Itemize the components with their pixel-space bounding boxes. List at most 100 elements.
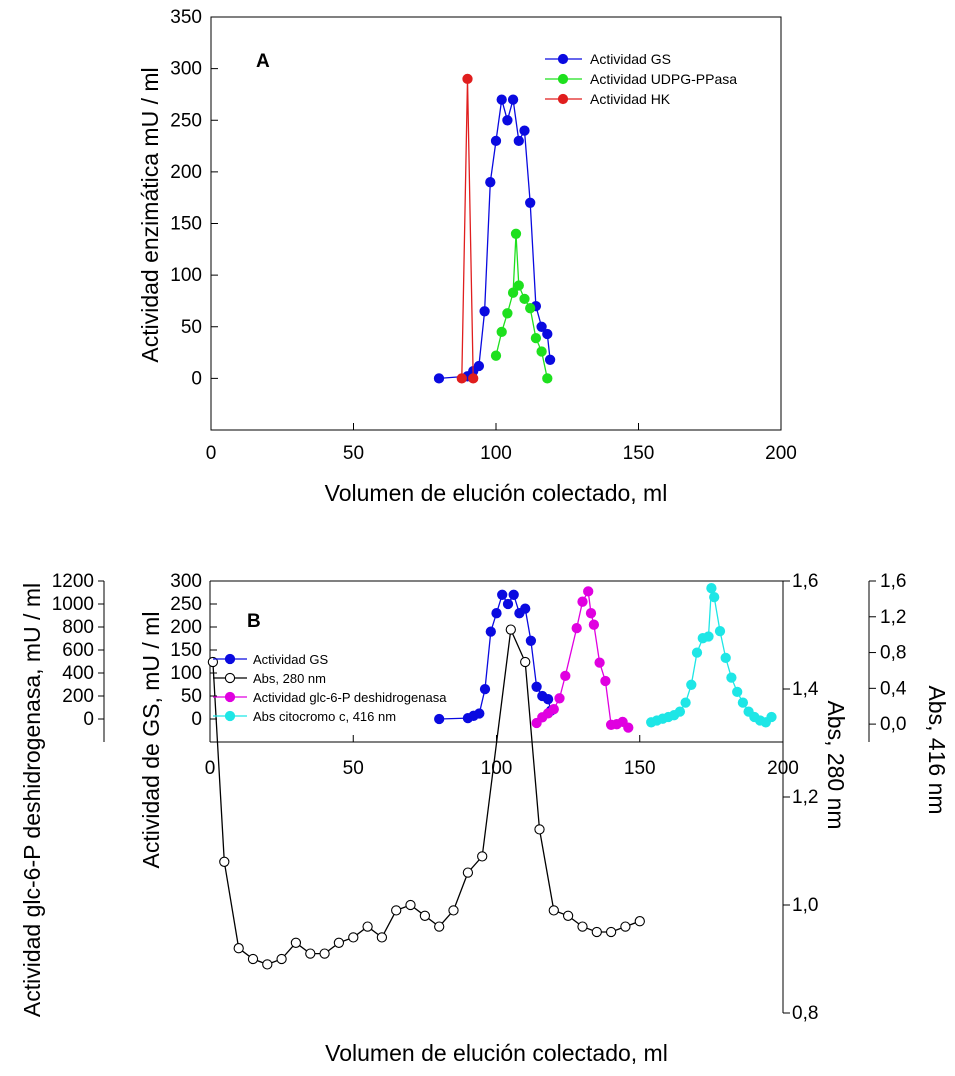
data-point bbox=[594, 657, 605, 668]
data-point bbox=[525, 635, 537, 646]
data-point bbox=[766, 711, 777, 723]
data-point bbox=[507, 287, 519, 298]
data-point bbox=[519, 125, 530, 136]
data-point bbox=[720, 652, 731, 664]
g6p-tick-label: 200 bbox=[62, 686, 94, 707]
data-point bbox=[591, 926, 602, 938]
legend-label: Actividad GS bbox=[253, 652, 328, 667]
panel-label: A bbox=[256, 51, 270, 72]
data-point bbox=[737, 697, 749, 708]
data-point bbox=[562, 910, 574, 921]
abs416-axis-label: Abs, 416 nm bbox=[924, 685, 950, 814]
data-point bbox=[732, 686, 743, 698]
x-tick-label: 150 bbox=[623, 443, 655, 464]
g6p-tick-label: 400 bbox=[62, 663, 94, 684]
y-tick-label: 250 bbox=[170, 110, 202, 131]
data-point bbox=[491, 608, 502, 619]
data-point bbox=[585, 608, 597, 619]
x-tick-label: 100 bbox=[481, 758, 513, 779]
data-point bbox=[319, 948, 330, 959]
data-point bbox=[485, 177, 496, 188]
data-point bbox=[530, 332, 542, 344]
data-point bbox=[496, 94, 507, 105]
legend-marker bbox=[224, 672, 236, 684]
data-point bbox=[508, 589, 519, 600]
data-point bbox=[507, 94, 519, 105]
data-point bbox=[207, 656, 219, 668]
abs416-tick-label: 1,2 bbox=[880, 607, 906, 628]
data-point bbox=[434, 713, 445, 725]
data-point bbox=[560, 670, 571, 682]
legend-marker bbox=[224, 653, 236, 665]
x-axis-label: Volumen de elución colectado, ml bbox=[325, 480, 668, 506]
data-point bbox=[247, 953, 259, 965]
data-point bbox=[519, 293, 530, 305]
data-point bbox=[290, 937, 302, 948]
x-tick-label: 200 bbox=[767, 758, 799, 779]
legend-label: Actividad HK bbox=[590, 91, 671, 107]
y-tick-label: 0 bbox=[191, 368, 202, 389]
abs280-tick-label: 1,0 bbox=[792, 895, 818, 916]
data-point bbox=[680, 697, 691, 708]
data-point bbox=[502, 115, 513, 126]
data-point bbox=[305, 948, 316, 959]
data-point bbox=[474, 708, 485, 719]
x-tick-label: 0 bbox=[205, 758, 216, 779]
data-point bbox=[605, 926, 617, 938]
y-tick-label: 100 bbox=[170, 265, 202, 286]
data-point bbox=[691, 647, 703, 658]
legend-marker bbox=[557, 93, 569, 105]
data-point bbox=[510, 228, 522, 239]
data-point bbox=[485, 626, 496, 637]
gs-axis-label: Actividad de GS, mU / ml bbox=[138, 612, 164, 869]
x-tick-label: 100 bbox=[480, 443, 512, 464]
gs-tick-label: 300 bbox=[170, 571, 202, 592]
data-point bbox=[502, 598, 514, 610]
data-point bbox=[536, 321, 547, 332]
abs416-tick-label: 1,6 bbox=[880, 571, 906, 592]
data-point bbox=[548, 704, 559, 715]
data-point bbox=[703, 631, 714, 642]
abs280-tick-label: 0,8 bbox=[792, 1003, 818, 1024]
data-point bbox=[405, 899, 416, 911]
x-tick-label: 50 bbox=[343, 758, 364, 779]
data-point bbox=[542, 373, 553, 384]
x-tick-label: 150 bbox=[624, 758, 656, 779]
y-axis-label: Actividad enzimática mU / ml bbox=[137, 67, 163, 362]
series-line-3 bbox=[651, 588, 772, 724]
data-point bbox=[448, 905, 459, 916]
abs416-tick-label: 0,0 bbox=[880, 714, 906, 735]
data-point bbox=[577, 596, 588, 607]
data-point bbox=[477, 851, 488, 862]
abs416-tick-label: 0,4 bbox=[880, 678, 907, 699]
abs280-tick-label: 1,4 bbox=[792, 679, 819, 700]
data-point bbox=[714, 625, 726, 637]
data-point bbox=[600, 675, 611, 687]
data-point bbox=[490, 135, 502, 147]
data-point bbox=[502, 308, 513, 319]
y-tick-label: 50 bbox=[181, 317, 202, 338]
data-point bbox=[634, 916, 645, 927]
data-point bbox=[706, 583, 717, 594]
data-point bbox=[513, 280, 524, 291]
data-point bbox=[531, 681, 542, 692]
data-point bbox=[479, 683, 491, 695]
g6p-tick-label: 0 bbox=[83, 709, 94, 730]
gs-tick-label: 0 bbox=[191, 709, 202, 730]
data-point bbox=[726, 672, 737, 683]
data-point bbox=[391, 905, 402, 916]
g6p-tick-label: 600 bbox=[62, 640, 94, 661]
data-point bbox=[577, 921, 588, 932]
panel-label: B bbox=[247, 611, 261, 632]
data-point bbox=[536, 346, 547, 357]
data-point bbox=[376, 932, 388, 943]
data-point bbox=[520, 656, 531, 668]
data-point bbox=[534, 824, 545, 835]
legend-marker bbox=[557, 53, 569, 65]
legend-label: Actividad UDPG-PPasa bbox=[590, 71, 737, 87]
data-point bbox=[520, 603, 531, 614]
y-tick-label: 350 bbox=[170, 7, 202, 28]
legend-label: Actividad GS bbox=[590, 51, 671, 67]
y-tick-label: 300 bbox=[170, 59, 202, 80]
